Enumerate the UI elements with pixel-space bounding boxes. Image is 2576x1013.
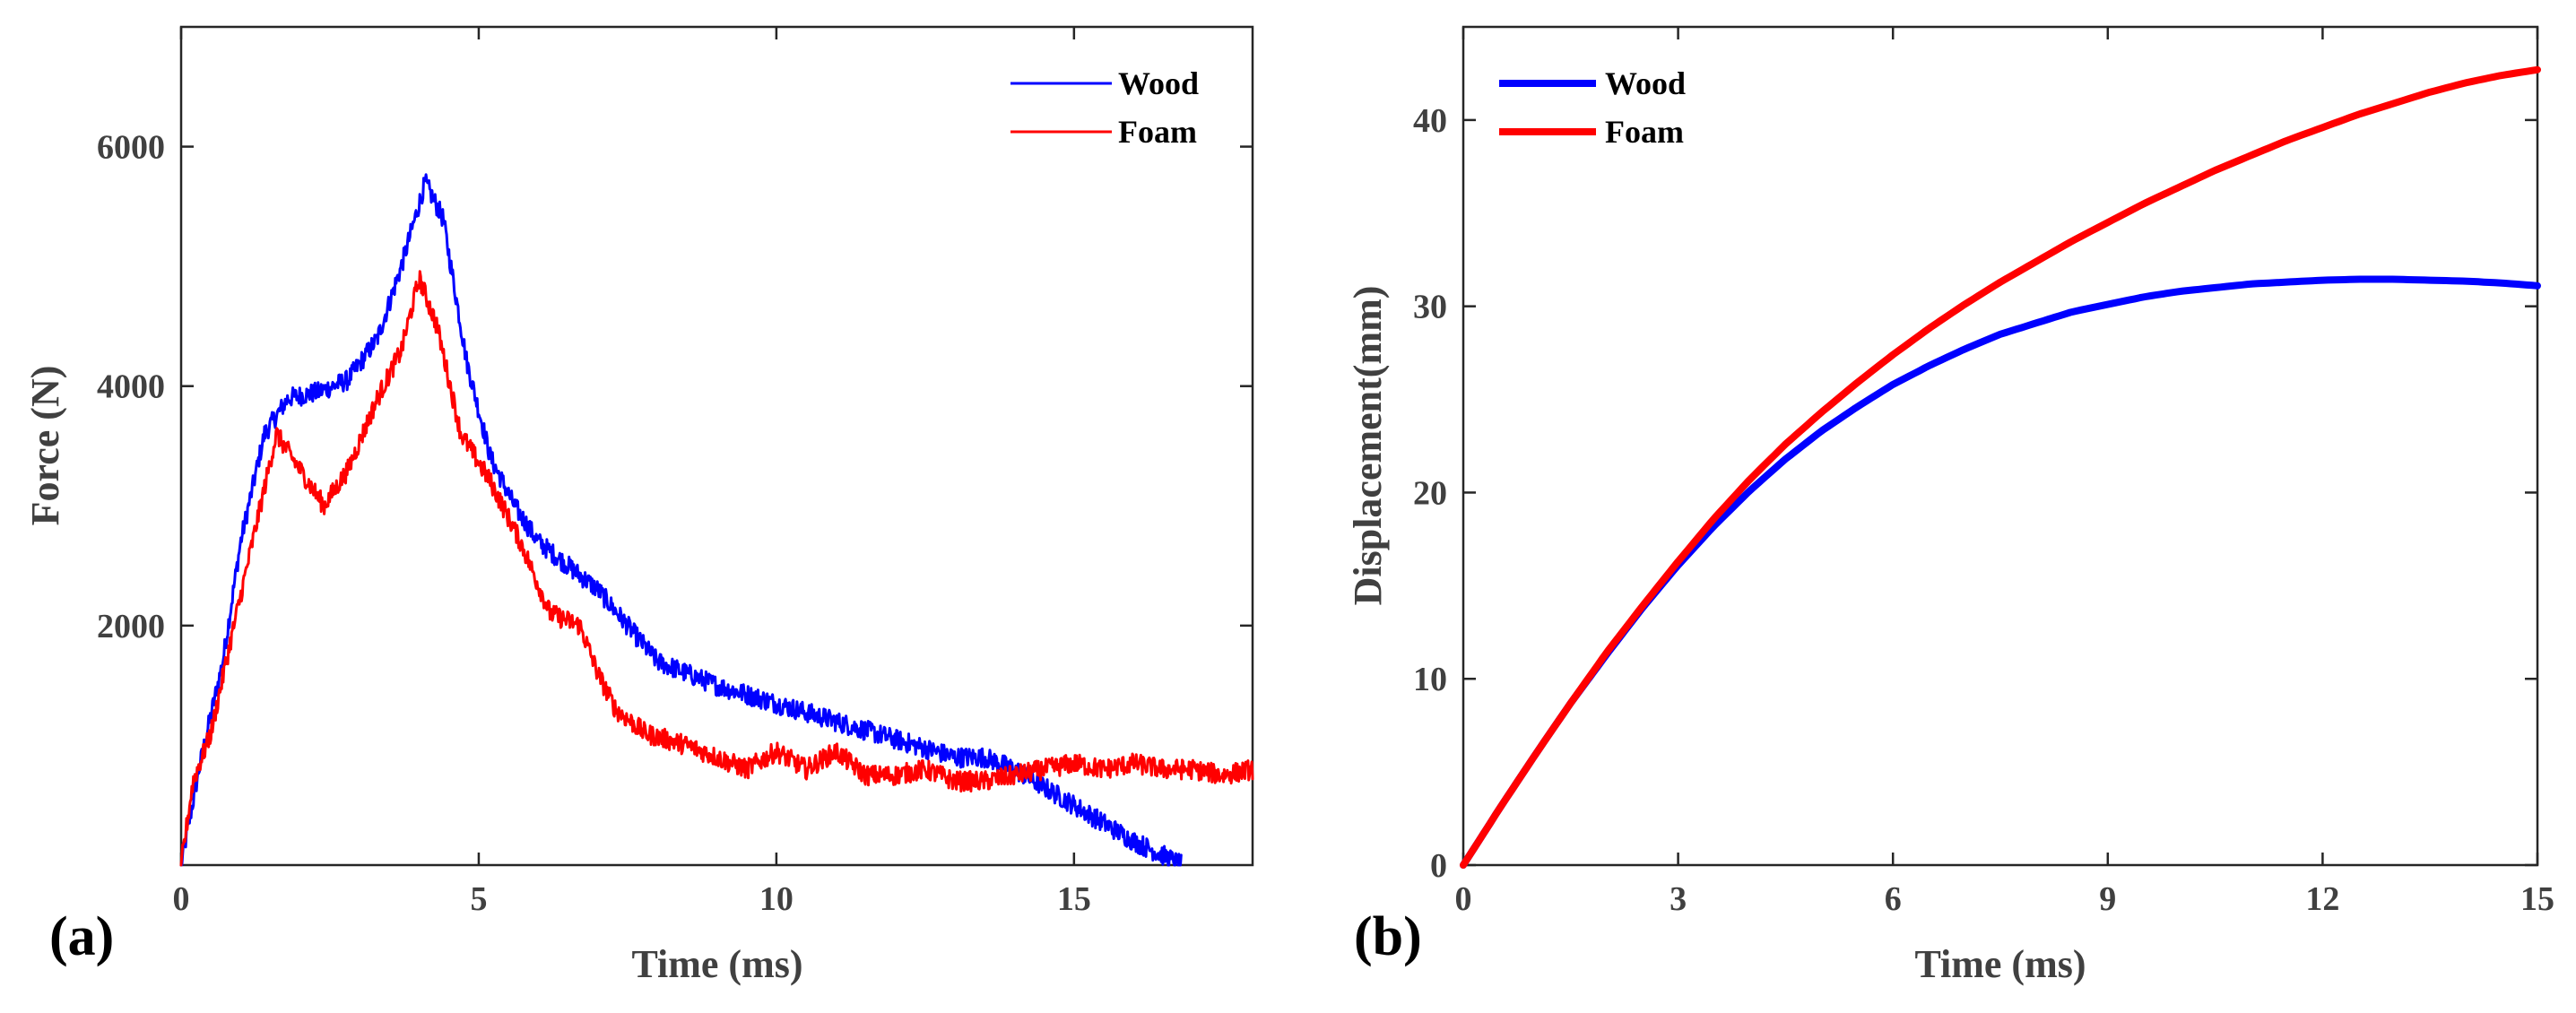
panel-a-legend: Wood Foam [1010,65,1199,150]
panel-b-x-axis-title: Time (ms) [1914,942,2086,986]
panel-b-x-tick-label: 0 [1455,880,1472,918]
panel-a-x-axis-title: Time (ms) [631,942,802,986]
panel-b-legend-wood-label: Wood [1605,65,1686,101]
panel-b-y-tick-label: 0 [1430,847,1447,885]
panel-b-y-axis-title: Displacement(mm) [1346,286,1390,606]
panel-a-y-tick-label: 4000 [97,368,165,406]
panel-b-series-wood [1460,275,2541,869]
panel-a-ticks: 0 5 10 15 2000 4000 6000 [97,27,1253,918]
panel-a-legend-wood-label: Wood [1118,65,1199,101]
panel-a-plot-frame [179,25,1254,867]
panel-a-y-axis-title: Force (N) [23,366,67,526]
panel-b-legend-foam-label: Foam [1605,114,1684,150]
panel-b-ticks: 0 3 6 9 12 15 0 10 20 30 40 [1413,27,2554,918]
panel-a-x-tick-label: 15 [1057,880,1091,918]
panel-b-series-foam [1460,65,2541,869]
panel-b-x-tick-label: 9 [2099,880,2116,918]
panel-a-y-tick-label: 2000 [97,608,165,645]
panel-b-label: (b) [1354,906,1422,967]
panel-b-legend: Wood Foam [1499,65,1686,150]
panel-b-displacement-chart: 0 3 6 9 12 15 0 10 20 30 40 Time (ms) Displacement… [1346,25,2554,986]
panel-b-y-tick-label: 30 [1413,289,1447,326]
panel-b-plot-frame [1461,25,2539,867]
panel-a-force-chart: 0 5 10 15 2000 4000 6000 Time (ms) Force (N) (… [23,25,1254,986]
panel-a-label: (a) [49,906,114,967]
panel-b-x-tick-label: 12 [2305,880,2339,918]
panel-b-x-tick-label: 3 [1670,880,1687,918]
panel-a-x-tick-label: 10 [759,880,794,918]
panel-b-y-tick-label: 20 [1413,474,1447,512]
panel-b-x-tick-label: 15 [2520,880,2554,918]
panel-b-y-tick-label: 40 [1413,102,1447,140]
panel-b-series [1460,65,2541,869]
panel-a-series [179,173,1254,867]
panel-a-series-foam [179,270,1254,867]
panel-a-x-tick-label: 0 [173,880,190,918]
panel-a-series-wood [179,173,1183,867]
panel-b-x-tick-label: 6 [1885,880,1902,918]
panel-b-y-tick-label: 10 [1413,661,1447,698]
panel-a-legend-foam-label: Foam [1118,114,1197,150]
panel-a-y-tick-label: 6000 [97,129,165,167]
panel-a-x-tick-label: 5 [470,880,487,918]
